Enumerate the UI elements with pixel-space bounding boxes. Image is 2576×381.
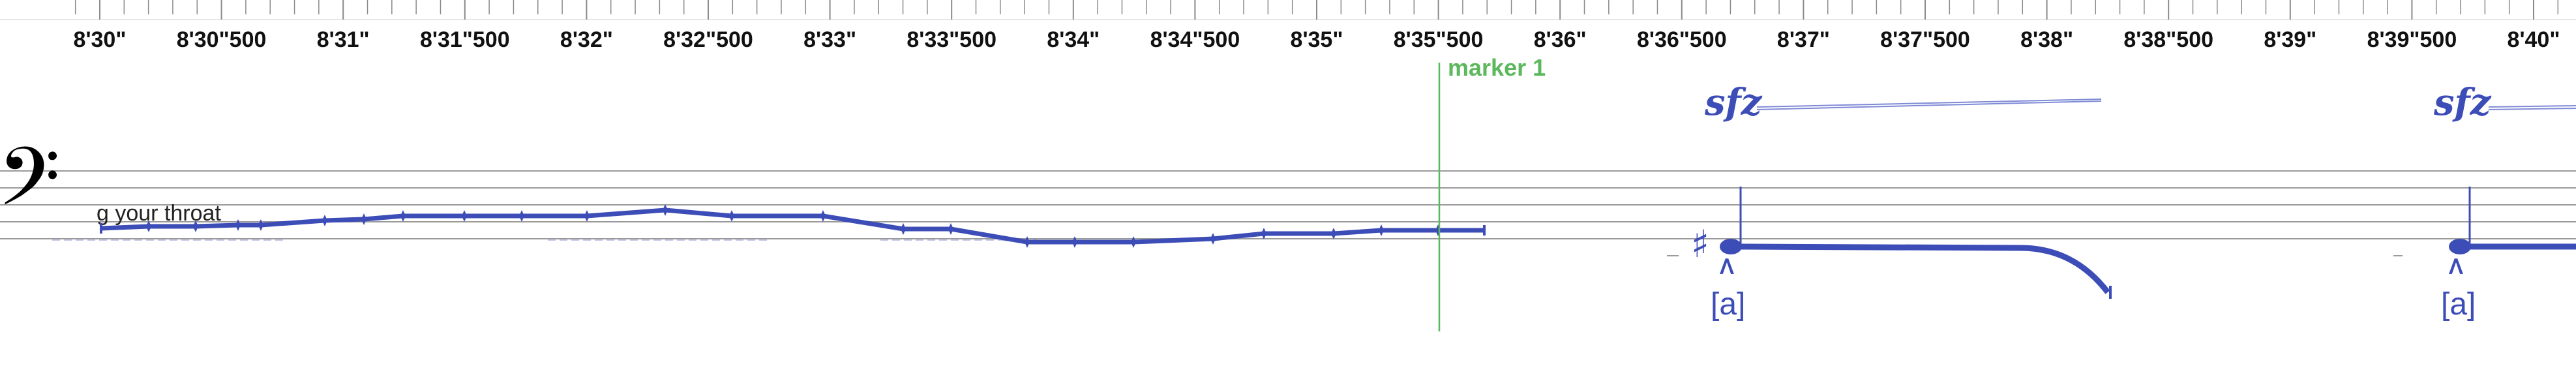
pitch-point-handle[interactable] bbox=[1025, 236, 1030, 248]
pitch-point-handle[interactable] bbox=[361, 213, 367, 225]
time-tick-label[interactable]: 8'30"500 bbox=[177, 27, 267, 52]
pitch-point-handle[interactable] bbox=[1331, 228, 1336, 239]
time-tick-label[interactable]: 8'36"500 bbox=[1637, 27, 1727, 52]
note-event[interactable]: sfz > [a] bbox=[2393, 81, 2576, 322]
pitch-point-handle[interactable] bbox=[584, 210, 590, 222]
pitch-point-handle[interactable] bbox=[1210, 233, 1216, 245]
time-tick-label[interactable]: 8'36" bbox=[1534, 27, 1587, 52]
pitch-point-handle[interactable] bbox=[235, 219, 241, 231]
time-tick-label[interactable]: 8'31"500 bbox=[420, 27, 510, 52]
marker-label[interactable]: marker 1 bbox=[1448, 54, 1546, 81]
notehead-icon[interactable] bbox=[1720, 239, 1742, 254]
pitch-point-handle[interactable] bbox=[519, 210, 524, 222]
hairpin-upper[interactable] bbox=[2488, 105, 2576, 108]
marker-1[interactable]: marker 1 bbox=[1438, 54, 1546, 331]
pitch-point-handle[interactable] bbox=[729, 210, 734, 222]
pitch-point-handle[interactable] bbox=[462, 210, 467, 222]
pitch-point-handle[interactable] bbox=[258, 219, 263, 231]
pitch-point-handle[interactable] bbox=[948, 223, 953, 235]
time-tick-label[interactable]: 8'35" bbox=[1291, 27, 1343, 52]
time-tick-label[interactable]: 8'39"500 bbox=[2367, 27, 2457, 52]
pitch-curve[interactable] bbox=[52, 204, 1486, 248]
time-tick-label[interactable]: 8'38"500 bbox=[2123, 27, 2213, 52]
time-tick-label[interactable]: 8'34" bbox=[1047, 27, 1100, 52]
pitch-point-handle[interactable] bbox=[400, 210, 406, 222]
pitch-line[interactable] bbox=[100, 207, 1484, 245]
phoneme-label[interactable]: [a] bbox=[2441, 287, 2476, 322]
pitch-point-handle[interactable] bbox=[322, 215, 327, 226]
pitch-point-handle[interactable] bbox=[1261, 228, 1266, 239]
time-tick-label[interactable]: 8'30" bbox=[74, 27, 127, 52]
sustain-curve[interactable] bbox=[1737, 243, 2110, 294]
pitch-point-handle[interactable] bbox=[1379, 224, 1384, 236]
pitch-point-handle[interactable] bbox=[146, 221, 151, 232]
dynamic-marking[interactable]: sfz bbox=[1704, 81, 1763, 124]
notehead-icon[interactable] bbox=[2449, 239, 2471, 254]
accent-icon: > bbox=[2441, 256, 2470, 277]
dynamic-marking[interactable]: sfz bbox=[2433, 81, 2492, 124]
hairpin-lower[interactable] bbox=[2488, 108, 2576, 110]
pitch-point-handle[interactable] bbox=[1131, 236, 1136, 248]
bass-clef-icon: 𝄢 bbox=[0, 130, 60, 244]
time-tick-label[interactable]: 8'38" bbox=[2020, 27, 2073, 52]
bass-staff: 𝄢 g your throat bbox=[0, 130, 2576, 244]
phoneme-label[interactable]: [a] bbox=[1711, 287, 1745, 322]
time-tick-label[interactable]: 8'33" bbox=[803, 27, 856, 52]
lyric-text[interactable]: g your throat bbox=[97, 201, 221, 226]
time-tick-label[interactable]: 8'39" bbox=[2264, 27, 2316, 52]
time-tick-label[interactable]: 8'32"500 bbox=[663, 27, 753, 52]
time-ruler[interactable]: 8'30" 8'30"500 8'31" 8'31"500 8'32" 8'32"500 8… bbox=[0, 0, 2576, 52]
time-tick-label[interactable]: 8'32" bbox=[560, 27, 613, 52]
note-event[interactable]: sfz ♯ > [a] bbox=[1667, 81, 2112, 322]
hairpin-upper[interactable] bbox=[1756, 99, 2102, 108]
time-tick-label[interactable]: 8'33"500 bbox=[906, 27, 996, 52]
accent-icon: > bbox=[1712, 256, 1741, 277]
time-tick-label[interactable]: 8'40" bbox=[2508, 27, 2560, 52]
pitch-point-handle[interactable] bbox=[1072, 236, 1077, 248]
hairpin-lower[interactable] bbox=[1756, 100, 2102, 110]
time-tick-label[interactable]: 8'34"500 bbox=[1150, 27, 1240, 52]
sharp-icon: ♯ bbox=[1691, 222, 1709, 266]
pitch-point-handle[interactable] bbox=[193, 221, 198, 232]
time-tick-label[interactable]: 8'31" bbox=[317, 27, 370, 52]
pitch-point-handle[interactable] bbox=[820, 210, 826, 222]
time-tick-label[interactable]: 8'37"500 bbox=[1880, 27, 1970, 52]
pitch-point-handle[interactable] bbox=[901, 223, 906, 235]
pitch-point-handle[interactable] bbox=[663, 204, 668, 216]
time-tick-label[interactable]: 8'37" bbox=[1777, 27, 1830, 52]
time-tick-label[interactable]: 8'35"500 bbox=[1394, 27, 1484, 52]
